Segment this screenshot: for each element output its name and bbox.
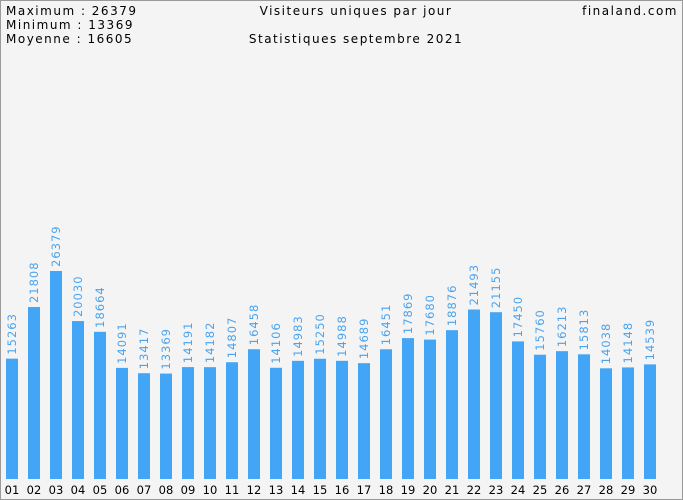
value-label: 15760 bbox=[533, 309, 547, 351]
bar bbox=[6, 358, 18, 479]
bar bbox=[138, 373, 150, 479]
x-tick-label: 10 bbox=[203, 483, 218, 497]
x-tick-label: 08 bbox=[159, 483, 174, 497]
bar bbox=[402, 338, 414, 479]
value-label: 15813 bbox=[577, 309, 591, 351]
value-label: 14191 bbox=[181, 322, 195, 364]
value-label: 14988 bbox=[335, 315, 349, 357]
bar bbox=[94, 331, 106, 479]
x-tick-label: 28 bbox=[599, 483, 614, 497]
site-name: finaland.com bbox=[582, 4, 678, 18]
bar bbox=[160, 373, 172, 479]
bar bbox=[424, 339, 436, 479]
value-label: 21493 bbox=[467, 264, 481, 306]
bar bbox=[204, 367, 216, 479]
bar bbox=[72, 321, 84, 479]
x-tick-label: 17 bbox=[357, 483, 372, 497]
bar bbox=[50, 271, 62, 479]
value-label: 14038 bbox=[599, 323, 613, 365]
chart-title: Visiteurs uniques par jour bbox=[260, 4, 453, 18]
value-label: 20030 bbox=[71, 275, 85, 317]
bar bbox=[314, 358, 326, 479]
x-tick-label: 14 bbox=[291, 483, 306, 497]
x-tick-label: 23 bbox=[489, 483, 504, 497]
value-label: 15263 bbox=[5, 313, 19, 355]
x-tick-label: 16 bbox=[335, 483, 350, 497]
x-tick-label: 02 bbox=[27, 483, 42, 497]
x-tick-label: 13 bbox=[269, 483, 284, 497]
x-tick-label: 07 bbox=[137, 483, 152, 497]
bar bbox=[248, 349, 260, 479]
x-tick-label: 04 bbox=[71, 483, 86, 497]
x-tick-label: 22 bbox=[467, 483, 482, 497]
stat-min: Minimum : 13369 bbox=[6, 18, 134, 32]
value-label: 17680 bbox=[423, 294, 437, 336]
value-label: 17869 bbox=[401, 293, 415, 335]
bar bbox=[116, 367, 128, 479]
value-label: 14091 bbox=[115, 322, 129, 364]
value-label: 16213 bbox=[555, 306, 569, 348]
value-label: 26379 bbox=[49, 225, 63, 267]
x-tick-label: 09 bbox=[181, 483, 196, 497]
x-tick-label: 25 bbox=[533, 483, 548, 497]
value-label: 15250 bbox=[313, 313, 327, 355]
bar bbox=[622, 367, 634, 479]
value-label: 14539 bbox=[643, 319, 657, 361]
chart-subtitle: Statistiques septembre 2021 bbox=[249, 32, 463, 46]
bar bbox=[600, 368, 612, 479]
x-tick-label: 03 bbox=[49, 483, 64, 497]
x-tick-label: 24 bbox=[511, 483, 526, 497]
bar bbox=[490, 312, 502, 479]
bar bbox=[578, 354, 590, 479]
x-tick-label: 11 bbox=[225, 483, 240, 497]
bar bbox=[358, 363, 370, 479]
x-tick-label: 27 bbox=[577, 483, 592, 497]
bar bbox=[644, 364, 656, 479]
bar bbox=[292, 360, 304, 479]
stat-max: Maximum : 26379 bbox=[6, 4, 137, 18]
x-tick-label: 12 bbox=[247, 483, 262, 497]
bar bbox=[182, 367, 194, 479]
value-label: 17450 bbox=[511, 296, 525, 338]
value-label: 14106 bbox=[269, 322, 283, 364]
value-label: 14148 bbox=[621, 322, 635, 364]
bar bbox=[380, 349, 392, 479]
value-label: 13417 bbox=[137, 328, 151, 370]
bar bbox=[270, 367, 282, 479]
bar bbox=[534, 354, 546, 479]
bar bbox=[512, 341, 524, 479]
value-label: 18664 bbox=[93, 286, 107, 328]
bar bbox=[336, 360, 348, 479]
bar bbox=[556, 351, 568, 479]
value-label: 16451 bbox=[379, 304, 393, 346]
value-label: 13369 bbox=[159, 328, 173, 370]
value-label: 16458 bbox=[247, 304, 261, 346]
x-tick-label: 06 bbox=[115, 483, 130, 497]
bar bbox=[226, 362, 238, 479]
value-label: 14689 bbox=[357, 318, 371, 360]
value-label: 18876 bbox=[445, 285, 459, 327]
x-tick-label: 26 bbox=[555, 483, 570, 497]
x-tick-label: 20 bbox=[423, 483, 438, 497]
x-tick-label: 21 bbox=[445, 483, 460, 497]
bar bbox=[468, 309, 480, 479]
x-tick-label: 01 bbox=[5, 483, 20, 497]
x-tick-label: 19 bbox=[401, 483, 416, 497]
value-label: 21155 bbox=[489, 267, 503, 309]
bar bbox=[446, 330, 458, 479]
value-label: 14807 bbox=[225, 317, 239, 359]
value-label: 21808 bbox=[27, 261, 41, 303]
bar bbox=[28, 307, 40, 479]
value-label: 14182 bbox=[203, 322, 217, 364]
x-tick-label: 29 bbox=[621, 483, 636, 497]
value-label: 14983 bbox=[291, 315, 305, 357]
x-tick-label: 05 bbox=[93, 483, 108, 497]
stat-avg: Moyenne : 16605 bbox=[6, 32, 133, 46]
x-tick-label: 15 bbox=[313, 483, 328, 497]
x-tick-label: 30 bbox=[643, 483, 658, 497]
x-tick-label: 18 bbox=[379, 483, 394, 497]
